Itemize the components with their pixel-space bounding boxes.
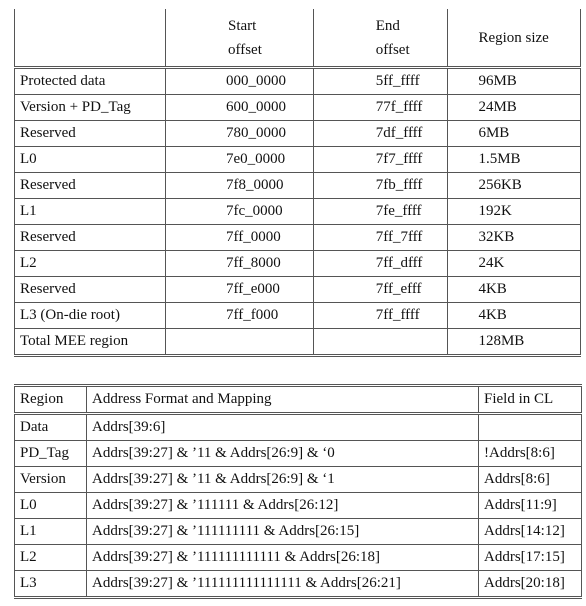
- region: L3: [14, 570, 87, 599]
- field-in-cl: Addrs[14:12]: [478, 518, 582, 545]
- region-size: 4KB: [447, 302, 581, 329]
- field-in-cl: Addrs[17:15]: [478, 544, 582, 571]
- field-in-cl: Addrs[11:9]: [478, 492, 582, 519]
- end-offset: 7f7_ffff: [312, 146, 448, 173]
- start-offset: 7ff_8000: [165, 250, 314, 277]
- field-in-cl: [478, 413, 582, 441]
- address-format: Addrs[39:27] & ’111111111111111 & Addrs[…: [86, 570, 479, 599]
- table-row: Reserved 7ff_e000 7ff_efff 4KB: [14, 276, 581, 303]
- header-start-offset: Start offset: [165, 9, 314, 68]
- region-name: Reserved: [14, 276, 166, 303]
- header-end-offset: End offset: [312, 9, 448, 68]
- region-name: Reserved: [14, 172, 166, 199]
- region-size: 256KB: [447, 172, 581, 199]
- region: L2: [14, 544, 87, 571]
- region: Version: [14, 466, 87, 493]
- region: Data: [14, 413, 87, 441]
- region-name: Reserved: [14, 224, 166, 251]
- end-offset: [312, 328, 448, 357]
- table-row: L1 Addrs[39:27] & ’111111111 & Addrs[26:…: [14, 518, 582, 545]
- address-format: Addrs[39:27] & ’111111 & Addrs[26:12]: [86, 492, 479, 519]
- memory-region-table: Start offset End offset Region size Protec…: [14, 9, 581, 357]
- region-size: 96MB: [447, 66, 581, 95]
- end-offset: 7fb_ffff: [312, 172, 448, 199]
- end-offset: 7fe_ffff: [312, 198, 448, 225]
- start-offset: 7f8_0000: [165, 172, 314, 199]
- table-row: L1 7fc_0000 7fe_ffff 192K: [14, 198, 581, 225]
- table-row: L2 Addrs[39:27] & ’111111111111 & Addrs[…: [14, 544, 582, 571]
- region-size: 4KB: [447, 276, 581, 303]
- start-offset: 7e0_0000: [165, 146, 314, 173]
- address-format: Addrs[39:6]: [86, 413, 479, 441]
- region-size: 24MB: [447, 94, 581, 121]
- header-field-in-cl: Field in CL: [478, 384, 582, 415]
- header-region: Region: [14, 384, 87, 415]
- region: PD_Tag: [14, 440, 87, 467]
- start-offset: 7ff_0000: [165, 224, 314, 251]
- header-region-size: Region size: [447, 9, 581, 68]
- region-size: 1.5MB: [447, 146, 581, 173]
- end-offset: 7ff_dfff: [312, 250, 448, 277]
- table-row: Reserved 780_0000 7df_ffff 6MB: [14, 120, 581, 147]
- region-name: Total MEE region: [14, 328, 166, 357]
- region-name: Protected data: [14, 66, 166, 95]
- address-format: Addrs[39:27] & ’11 & Addrs[26:9] & ‘1: [86, 466, 479, 493]
- region-size: 6MB: [447, 120, 581, 147]
- table-row: L3 Addrs[39:27] & ’111111111111111 & Add…: [14, 570, 582, 599]
- region-size: 128MB: [447, 328, 581, 357]
- table-row: Protected data 000_0000 5ff_ffff 96MB: [14, 66, 581, 95]
- region-size: 32KB: [447, 224, 581, 251]
- start-offset: 600_0000: [165, 94, 314, 121]
- region: L0: [14, 492, 87, 519]
- header-region-name: [14, 9, 166, 68]
- start-offset: 7fc_0000: [165, 198, 314, 225]
- start-offset: [165, 328, 314, 357]
- start-offset: 7ff_f000: [165, 302, 314, 329]
- region-name: L0: [14, 146, 166, 173]
- region-name: L2: [14, 250, 166, 277]
- end-offset: 7ff_ffff: [312, 302, 448, 329]
- table-row: PD_Tag Addrs[39:27] & ’11 & Addrs[26:9] …: [14, 440, 582, 467]
- region-name: Version + PD_Tag: [14, 94, 166, 121]
- table-row: L0 Addrs[39:27] & ’111111 & Addrs[26:12]…: [14, 492, 582, 519]
- end-offset: 7ff_7fff: [312, 224, 448, 251]
- end-offset: 7ff_efff: [312, 276, 448, 303]
- table-row: Version Addrs[39:27] & ’11 & Addrs[26:9]…: [14, 466, 582, 493]
- address-format: Addrs[39:27] & ’111111111111 & Addrs[26:…: [86, 544, 479, 571]
- total-row: Total MEE region 128MB: [14, 328, 581, 357]
- mapping-table-header: Region Address Format and Mapping Field …: [14, 384, 582, 415]
- table-row: L2 7ff_8000 7ff_dfff 24K: [14, 250, 581, 277]
- address-mapping-table: Region Address Format and Mapping Field …: [14, 384, 582, 599]
- region-name: Reserved: [14, 120, 166, 147]
- start-offset: 780_0000: [165, 120, 314, 147]
- end-offset: 5ff_ffff: [312, 66, 448, 95]
- start-offset: 7ff_e000: [165, 276, 314, 303]
- region-name: L1: [14, 198, 166, 225]
- end-offset: 77f_ffff: [312, 94, 448, 121]
- table-row: Data Addrs[39:6]: [14, 413, 582, 441]
- end-offset: 7df_ffff: [312, 120, 448, 147]
- table-row: Reserved 7ff_0000 7ff_7fff 32KB: [14, 224, 581, 251]
- header-address-format: Address Format and Mapping: [86, 384, 479, 415]
- table-row: Reserved 7f8_0000 7fb_ffff 256KB: [14, 172, 581, 199]
- field-in-cl: Addrs[8:6]: [478, 466, 582, 493]
- address-format: Addrs[39:27] & ’11 & Addrs[26:9] & ‘0: [86, 440, 479, 467]
- field-in-cl: Addrs[20:18]: [478, 570, 582, 599]
- region-table-header: Start offset End offset Region size: [14, 9, 581, 68]
- region-name: L3 (On-die root): [14, 302, 166, 329]
- address-format: Addrs[39:27] & ’111111111 & Addrs[26:15]: [86, 518, 479, 545]
- region: L1: [14, 518, 87, 545]
- region-size: 192K: [447, 198, 581, 225]
- region-size: 24K: [447, 250, 581, 277]
- start-offset: 000_0000: [165, 66, 314, 95]
- table-row: L3 (On-die root) 7ff_f000 7ff_ffff 4KB: [14, 302, 581, 329]
- table-row: Version + PD_Tag 600_0000 77f_ffff 24MB: [14, 94, 581, 121]
- table-row: L0 7e0_0000 7f7_ffff 1.5MB: [14, 146, 581, 173]
- field-in-cl: !Addrs[8:6]: [478, 440, 582, 467]
